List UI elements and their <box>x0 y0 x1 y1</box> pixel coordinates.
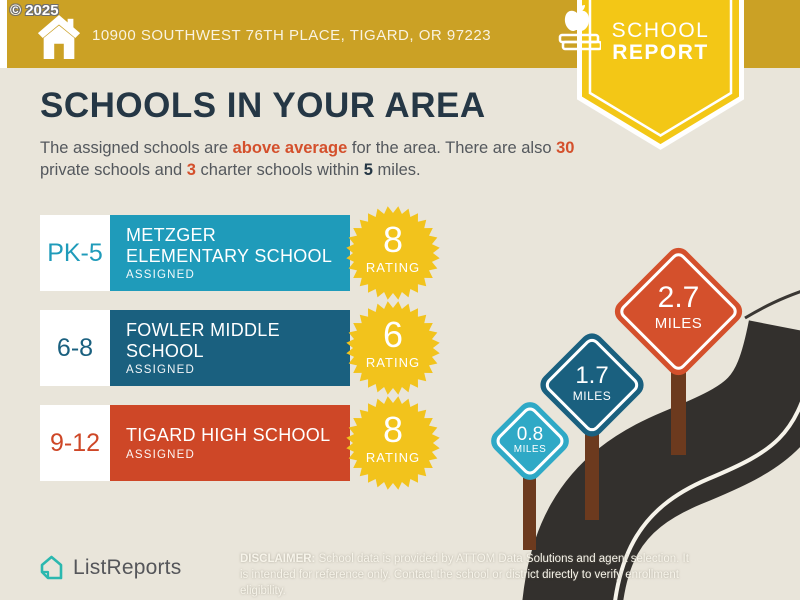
grade-range: 9-12 <box>40 405 110 481</box>
school-name: METZGER ELEMENTARY SCHOOL <box>126 225 333 266</box>
rating-label: RATING <box>365 355 421 370</box>
rating-value: 8 <box>382 219 404 260</box>
sign-distance-unit: MILES <box>654 315 703 332</box>
badge-label-school: SCHOOL <box>611 19 710 42</box>
school-name: FOWLER MIDDLE SCHOOL <box>126 320 280 361</box>
sign-distance-value: 1.7 <box>575 362 609 389</box>
summary-text: The assigned schools are above average f… <box>40 139 575 179</box>
sign-post <box>523 470 536 550</box>
rating-value: 6 <box>382 314 404 355</box>
brand-name: ListReports <box>73 556 182 579</box>
rating-starburst: 8 RATING <box>346 396 440 490</box>
apple-book-icon <box>558 5 601 51</box>
school-row-middle: 6-8 FOWLER MIDDLE SCHOOL ASSIGNED 6 RATI… <box>40 301 490 395</box>
badge-ribbon-shape <box>577 0 744 150</box>
listreports-house-icon <box>40 555 63 580</box>
school-row-elementary: PK-5 METZGER ELEMENTARY SCHOOL ASSIGNED … <box>40 206 490 300</box>
page-title: SCHOOLS IN YOUR AREA <box>40 86 486 125</box>
disclaimer-text: DISCLAIMER: School data is provided by A… <box>240 553 689 598</box>
rating-starburst: 6 RATING <box>346 301 440 395</box>
charter-school-count: 3 <box>186 160 196 179</box>
sign-distance-value: 0.8 <box>516 424 544 445</box>
sign-distance-value: 2.7 <box>657 281 700 314</box>
listreports-logo: ListReports <box>38 554 181 582</box>
school-name: TIGARD HIGH SCHOOL <box>126 425 331 446</box>
school-report-badge: SCHOOL REPORT <box>558 0 744 152</box>
school-status: ASSIGNED <box>126 363 196 376</box>
copyright-text: © 2025 <box>10 2 59 19</box>
home-icon <box>37 14 81 60</box>
quality-highlight: above average <box>232 139 348 157</box>
sign-distance-unit: MILES <box>572 389 612 403</box>
radius-miles: 5 <box>363 160 373 179</box>
grade-range: 6-8 <box>40 310 110 386</box>
rating-value: 8 <box>382 409 404 450</box>
private-school-count: 30 <box>556 139 575 157</box>
grade-range: PK-5 <box>40 215 110 291</box>
property-address: 10900 SOUTHWEST 76TH PLACE, TIGARD, OR 9… <box>92 27 492 44</box>
sign-distance-unit: MILES <box>513 444 547 455</box>
rating-starburst: 8 RATING <box>346 206 440 300</box>
rating-label: RATING <box>365 260 421 275</box>
school-status: ASSIGNED <box>126 268 196 281</box>
school-row-high: 9-12 TIGARD HIGH SCHOOL ASSIGNED 8 RATIN… <box>40 396 490 490</box>
rating-label: RATING <box>365 450 421 465</box>
school-status: ASSIGNED <box>126 448 196 461</box>
badge-label-report: REPORT <box>612 41 709 65</box>
